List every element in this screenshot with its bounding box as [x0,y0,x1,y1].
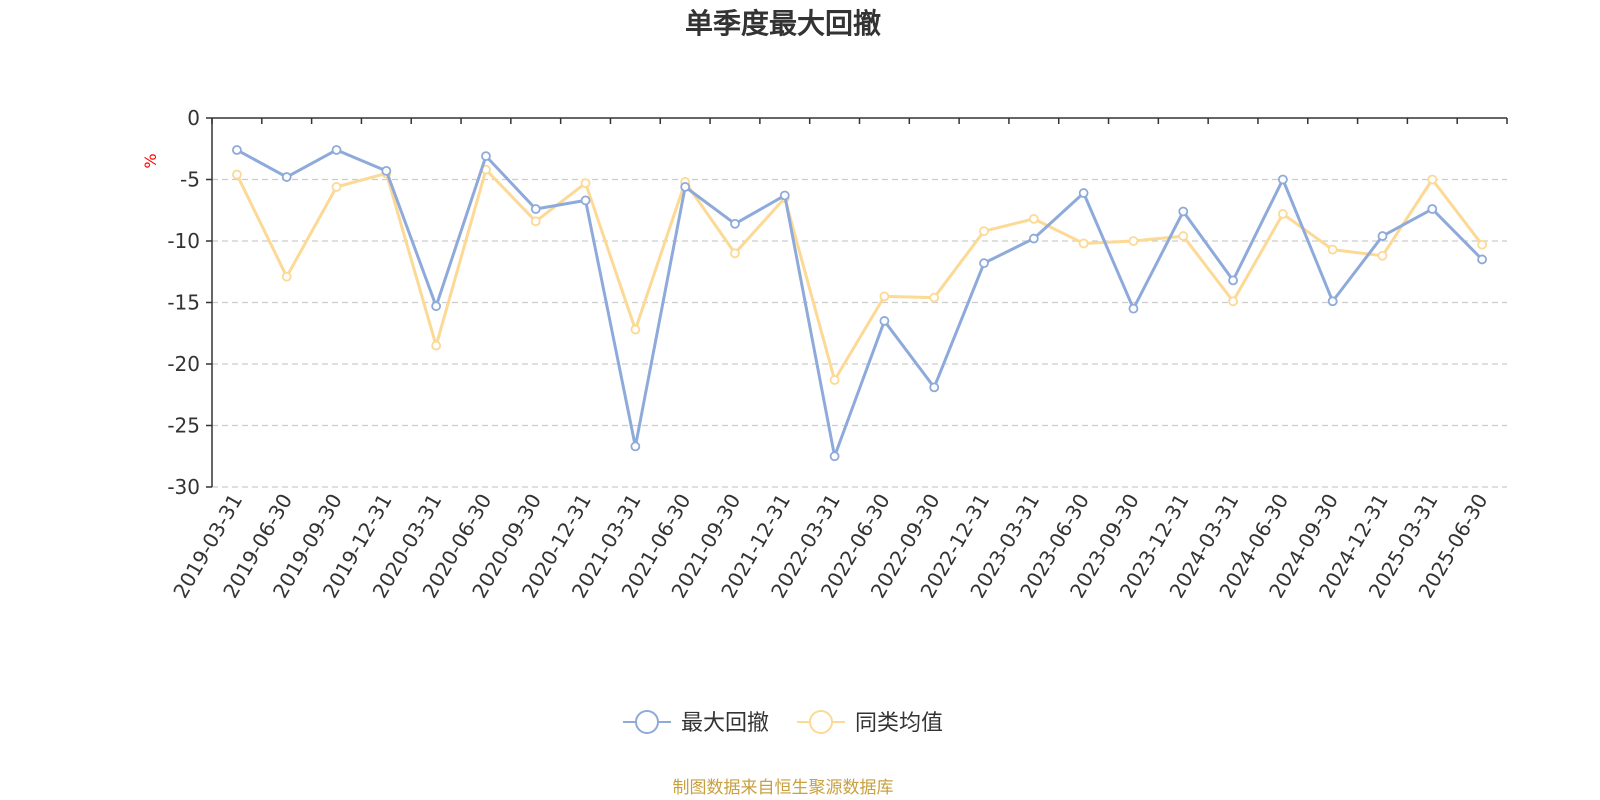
y-tick-label: -30 [167,475,200,499]
data-point[interactable] [1477,239,1487,250]
data-point[interactable] [979,258,989,269]
data-point[interactable] [829,375,840,385]
data-point[interactable] [381,165,392,176]
chart-title: 单季度最大回撤 [685,7,881,40]
y-tick-label: -20 [167,352,200,376]
data-source-note: 制图数据来自恒生聚源数据库 [673,778,894,798]
data-point[interactable] [1277,174,1288,185]
data-point[interactable] [1327,244,1338,255]
data-point[interactable] [1377,231,1388,241]
legend-label: 同类均值 [855,711,943,736]
data-point[interactable] [929,292,940,303]
data-point[interactable] [1228,296,1238,307]
y-axis-ticks: 0 -5 -10 -15 -20 -25 -30 [167,106,212,499]
data-point[interactable] [1427,204,1438,214]
x-axis-ticks: 2019-03-312019-06-302019-09-302019-12-31… [168,118,1508,602]
grid-lines [212,178,1507,488]
data-point[interactable] [281,271,292,282]
data-point[interactable] [281,172,292,182]
data-point[interactable] [1277,209,1288,219]
data-point[interactable] [331,145,342,155]
data-point[interactable] [331,181,342,192]
data-point[interactable] [530,216,541,227]
data-point[interactable] [779,190,790,201]
data-point[interactable] [1427,174,1438,185]
series-lines [232,145,1487,462]
y-tick-label: -25 [167,414,200,438]
data-point[interactable] [1327,296,1338,307]
data-point[interactable] [1078,188,1089,198]
data-point[interactable] [879,291,890,302]
data-point[interactable] [580,195,591,206]
data-point[interactable] [1178,206,1189,217]
y-tick-label: -15 [167,291,200,315]
data-point[interactable] [1228,275,1238,286]
data-point[interactable] [431,301,442,312]
y-axis-unit-label: % [141,153,160,168]
y-tick-label: 0 [187,106,200,130]
data-point[interactable] [481,151,491,162]
data-point[interactable] [232,145,242,155]
data-point[interactable] [879,316,890,326]
data-point[interactable] [1028,213,1039,224]
data-point[interactable] [1128,303,1139,314]
data-point[interactable] [829,451,840,462]
data-point[interactable] [630,441,641,452]
data-point[interactable] [1377,250,1388,261]
legend-circle-icon [809,710,833,734]
legend-item[interactable]: 同类均值 [797,710,943,736]
data-point[interactable] [580,178,591,189]
series-line [236,148,1484,458]
data-point[interactable] [730,218,740,229]
legend-label: 最大回撤 [681,711,769,736]
data-point[interactable] [232,169,242,180]
data-point[interactable] [630,324,641,335]
y-tick-label: -5 [180,168,200,192]
data-point[interactable] [431,340,442,351]
data-point[interactable] [929,382,940,393]
data-point[interactable] [1477,254,1487,265]
data-point[interactable] [1128,236,1139,246]
data-point[interactable] [1178,231,1189,241]
data-point[interactable] [680,181,691,192]
legend: 最大回撤 同类均值 [623,710,943,736]
series-2 [232,164,1487,385]
legend-item[interactable]: 最大回撤 [623,710,769,736]
y-tick-label: -10 [167,229,200,253]
data-point[interactable] [730,248,740,259]
legend-circle-icon [635,710,659,734]
data-point[interactable] [979,226,989,237]
data-point[interactable] [1078,238,1089,249]
data-point[interactable] [530,204,541,214]
series-1 [232,145,1487,462]
series-line [235,168,1484,382]
data-point[interactable] [1028,233,1039,244]
